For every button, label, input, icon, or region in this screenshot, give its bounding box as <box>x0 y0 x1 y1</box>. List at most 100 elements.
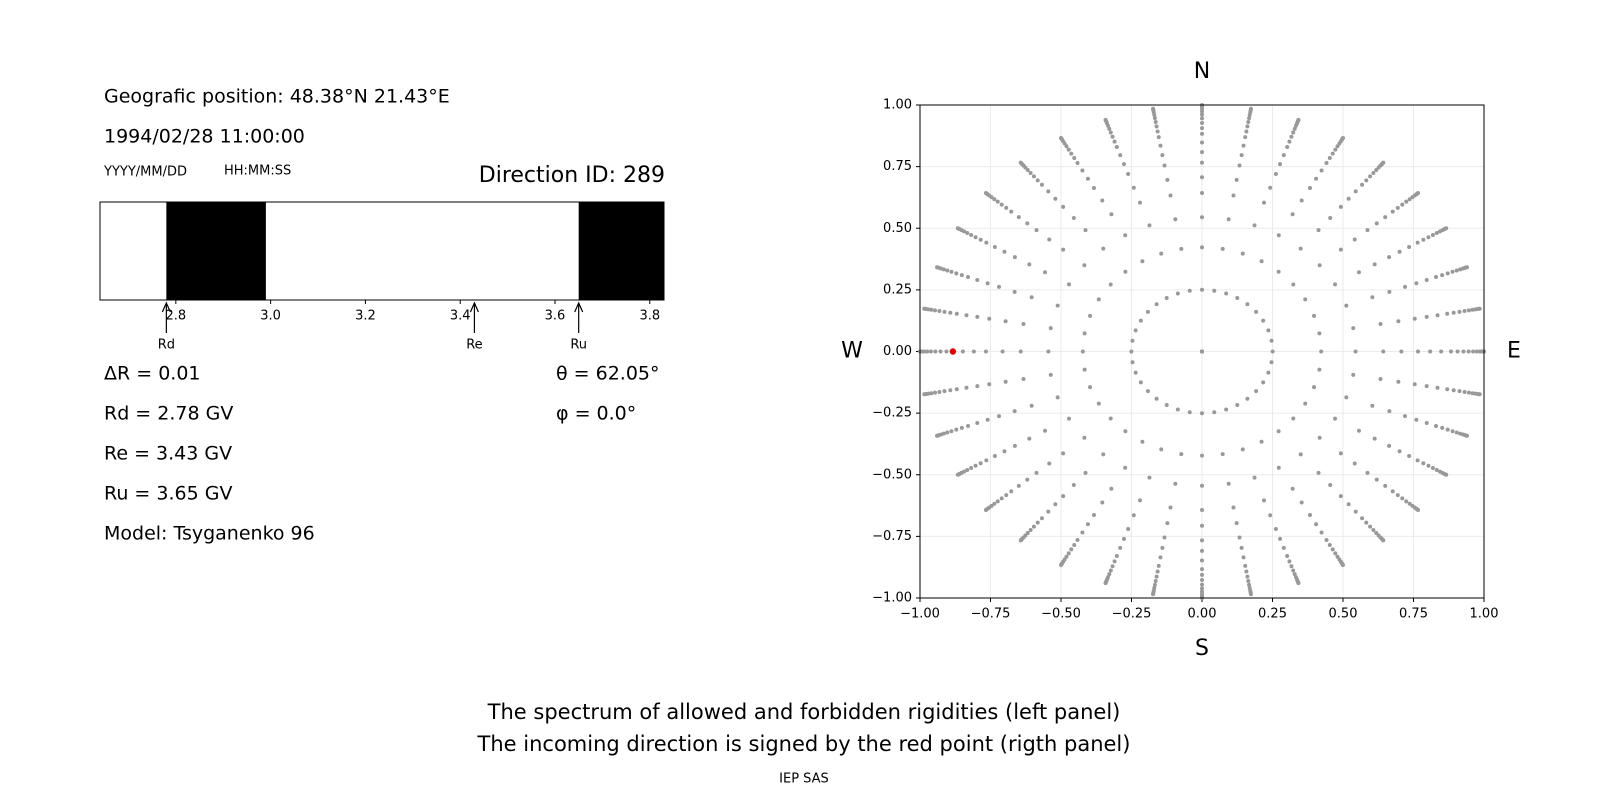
direction-point <box>1247 116 1252 121</box>
direction-point <box>1371 170 1376 175</box>
direction-point <box>1269 360 1274 365</box>
direction-point <box>1123 233 1128 238</box>
direction-point <box>1374 167 1379 172</box>
direction-point <box>1365 228 1370 233</box>
direction-point <box>1039 182 1044 187</box>
direction-point <box>1433 423 1438 428</box>
direction-point <box>1371 528 1376 533</box>
direction-point <box>1153 579 1158 584</box>
direction-point <box>1308 513 1313 518</box>
direction-point <box>1220 452 1225 457</box>
direction-point <box>1269 338 1274 343</box>
direction-point <box>1121 536 1126 541</box>
direction-point <box>1155 569 1160 574</box>
direction-point <box>1259 439 1264 444</box>
direction-point <box>954 427 959 432</box>
direction-point <box>1083 470 1088 475</box>
direction-point <box>1424 384 1429 389</box>
direction-point <box>995 199 1000 204</box>
direction-point <box>1245 302 1250 307</box>
direction-point <box>938 349 943 354</box>
direction-point <box>1200 567 1204 572</box>
direction-point <box>1455 349 1460 354</box>
direction-point <box>1248 106 1253 111</box>
arrow-head <box>161 301 171 313</box>
direction-point <box>1027 262 1032 267</box>
direction-point <box>1368 174 1373 179</box>
direction-point <box>984 458 989 463</box>
axes-frame <box>919 104 1485 599</box>
direction-point <box>1292 572 1297 577</box>
direction-point <box>975 384 980 389</box>
direction-point <box>945 268 950 273</box>
direction-point <box>1126 172 1131 177</box>
direction-point <box>1390 209 1395 214</box>
direction-point <box>1296 117 1301 122</box>
direction-point <box>1266 370 1271 375</box>
direction-point <box>1154 124 1159 129</box>
direction-point <box>1133 370 1138 375</box>
direction-point <box>1147 475 1152 480</box>
direction-point <box>1387 409 1392 414</box>
direction-point <box>1200 245 1204 250</box>
direction-point <box>1395 493 1400 498</box>
direction-point <box>1159 447 1164 452</box>
x-tick-label: 3.4 <box>450 309 471 324</box>
direction-point <box>1444 472 1449 477</box>
direction-point <box>964 313 969 318</box>
direction-point <box>1200 287 1204 292</box>
direction-point <box>1061 204 1066 209</box>
direction-point <box>1364 520 1369 525</box>
direction-point <box>1003 319 1008 324</box>
direction-point <box>1200 586 1204 591</box>
direction-point <box>975 314 980 319</box>
direction-point <box>928 349 933 354</box>
direction-point <box>1179 452 1184 457</box>
direction-point <box>1200 175 1204 180</box>
direction-point <box>1031 524 1036 529</box>
marker-label: Ru <box>570 338 587 353</box>
direction-point <box>1123 465 1128 470</box>
direction-point <box>1028 170 1033 175</box>
direction-point <box>1360 516 1365 521</box>
direction-point <box>1273 526 1278 531</box>
direction-point <box>1430 466 1435 471</box>
direction-point <box>1333 282 1338 287</box>
direction-point <box>954 271 959 276</box>
direction-point <box>1239 545 1244 550</box>
direction-point <box>1259 259 1264 264</box>
direction-point <box>944 349 949 354</box>
direction-point <box>1085 522 1090 527</box>
direction-point <box>1072 542 1077 547</box>
direction-point <box>1415 458 1420 463</box>
direction-point <box>1457 309 1462 314</box>
direction-point <box>1290 212 1295 217</box>
re-value: Re = 3.43 GV <box>104 443 232 465</box>
direction-point <box>1435 385 1440 390</box>
direction-point <box>1395 205 1400 210</box>
direction-point <box>1061 451 1066 456</box>
direction-point <box>1109 212 1114 217</box>
direction-point <box>985 417 990 422</box>
direction-point <box>1016 483 1021 488</box>
direction-point <box>1387 255 1392 260</box>
direction-point <box>1421 237 1426 242</box>
direction-point <box>1138 200 1143 205</box>
direction-point <box>1466 390 1471 395</box>
direction-point <box>1080 168 1085 173</box>
direction-point <box>1341 562 1345 567</box>
direction-point <box>1009 489 1014 494</box>
direction-point <box>983 507 988 512</box>
direction-point <box>1231 193 1236 198</box>
direction-point <box>1140 439 1145 444</box>
direction-point <box>1276 233 1281 238</box>
direction-point <box>1477 392 1482 397</box>
direction-point <box>1416 507 1421 512</box>
direction-point <box>933 390 938 395</box>
direction-point <box>1140 259 1145 264</box>
direction-point <box>1147 223 1152 228</box>
direction-point <box>954 387 959 392</box>
direction-point <box>1003 379 1008 384</box>
x-tick-label: 2.8 <box>165 309 186 324</box>
direction-point <box>1314 176 1319 181</box>
